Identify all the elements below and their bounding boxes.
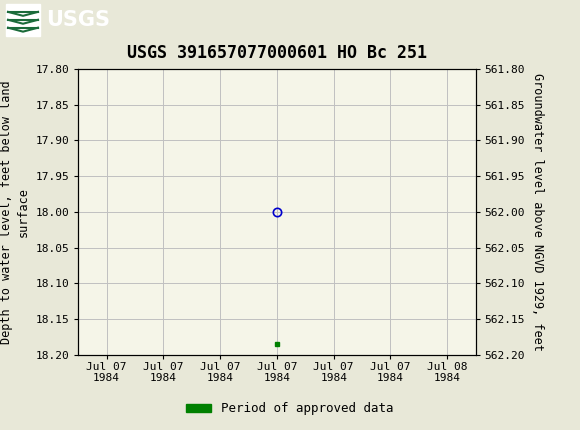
- FancyBboxPatch shape: [6, 4, 40, 36]
- Y-axis label: Depth to water level, feet below land
surface: Depth to water level, feet below land su…: [0, 80, 30, 344]
- Y-axis label: Groundwater level above NGVD 1929, feet: Groundwater level above NGVD 1929, feet: [531, 73, 543, 351]
- Text: USGS: USGS: [46, 10, 110, 30]
- Title: USGS 391657077000601 HO Bc 251: USGS 391657077000601 HO Bc 251: [127, 44, 427, 61]
- Legend: Period of approved data: Period of approved data: [181, 397, 399, 420]
